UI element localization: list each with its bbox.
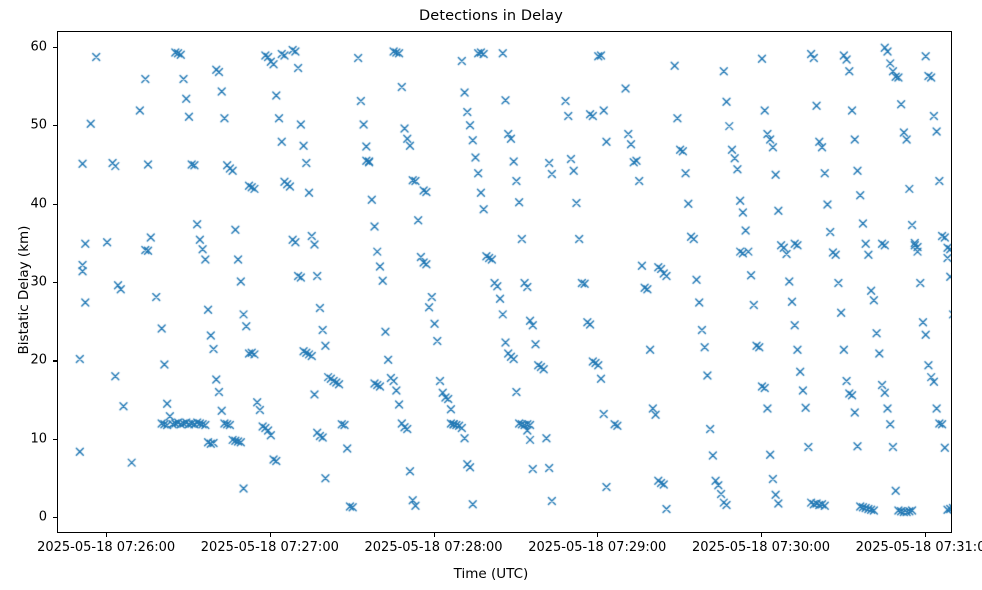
y-tick-mark	[53, 125, 57, 127]
y-tick-label: 60	[30, 39, 47, 55]
y-tick-mark	[53, 438, 57, 440]
y-tick-mark	[53, 282, 57, 284]
y-tick-mark	[53, 360, 57, 362]
y-tick-mark	[53, 203, 57, 205]
y-tick-label: 10	[30, 431, 47, 447]
y-tick-label: 40	[30, 196, 47, 212]
x-tick-label: 2025-05-18 07:30:00	[691, 540, 831, 555]
scatter-series-detections	[58, 32, 951, 532]
x-tick-mark	[106, 533, 108, 537]
x-tick-label: 2025-05-18 07:29:00	[528, 540, 667, 555]
x-tick-label: 2025-05-18 07:27:00	[200, 540, 339, 555]
x-tick-label: 2025-05-18 07:28:00	[364, 540, 503, 555]
y-tick-label: 0	[38, 509, 47, 525]
x-axis-label: Time (UTC)	[453, 566, 529, 582]
x-tick-label: 2025-05-18 07:31:00	[855, 540, 982, 555]
page-title: Detections in Delay	[419, 8, 563, 24]
y-tick-label: 20	[30, 352, 47, 368]
y-tick-mark	[53, 46, 57, 48]
y-tick-mark	[53, 517, 57, 519]
y-tick-label: 50	[30, 117, 47, 133]
x-tick-label: 2025-05-18 07:26:00	[37, 540, 176, 555]
x-tick-mark	[760, 533, 763, 537]
y-tick-label: 30	[30, 274, 47, 290]
plot-area	[57, 31, 952, 533]
x-tick-mark	[597, 533, 599, 537]
x-tick-mark	[924, 533, 926, 537]
x-tick-mark	[269, 533, 271, 537]
x-tick-mark	[433, 533, 435, 537]
